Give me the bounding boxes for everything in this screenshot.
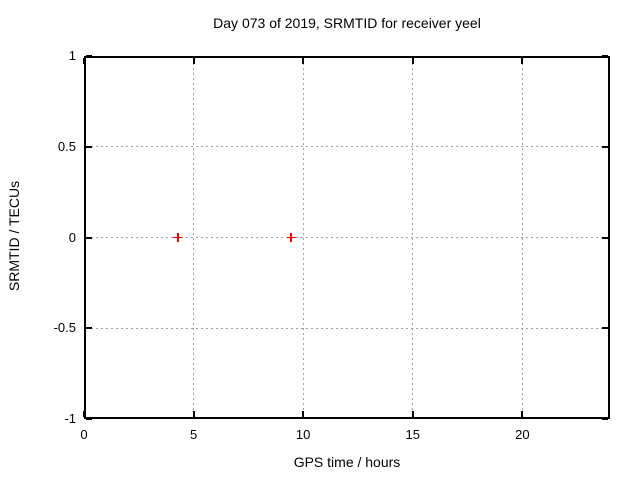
y-tick-label: 1 bbox=[68, 48, 76, 63]
x-tick-mark-top bbox=[302, 58, 305, 64]
y-tick-mark-right bbox=[602, 55, 608, 57]
x-tick-mark-bottom bbox=[521, 411, 524, 417]
y-tick-mark-left bbox=[86, 145, 92, 148]
data-point-marker bbox=[173, 233, 183, 242]
x-tick-mark-bottom bbox=[192, 411, 195, 417]
gridline-horizontal bbox=[86, 146, 608, 148]
x-tick-mark-bottom bbox=[302, 411, 305, 417]
x-tick-mark-bottom bbox=[83, 411, 85, 417]
x-tick-mark-top bbox=[411, 58, 414, 64]
y-tick-mark-right bbox=[602, 236, 608, 239]
x-axis-label: GPS time / hours bbox=[293, 454, 401, 470]
x-tick-label: 15 bbox=[405, 427, 420, 442]
data-point-marker bbox=[286, 233, 296, 242]
y-tick-mark-left bbox=[86, 236, 92, 239]
x-tick-mark-top bbox=[83, 58, 85, 64]
x-tick-label: 0 bbox=[80, 427, 88, 442]
y-tick-label: -1 bbox=[64, 411, 76, 426]
x-tick-mark-top bbox=[192, 58, 195, 64]
y-tick-mark-right bbox=[602, 418, 608, 420]
y-tick-mark-right bbox=[602, 327, 608, 330]
gridline-horizontal bbox=[86, 237, 608, 238]
y-tick-label: 0 bbox=[68, 229, 76, 245]
y-tick-mark-left bbox=[86, 55, 92, 57]
chart-title: Day 073 of 2019, SRMTID for receiver yee… bbox=[213, 15, 481, 31]
x-tick-mark-bottom bbox=[411, 411, 414, 417]
x-tick-label: 20 bbox=[515, 427, 530, 442]
gridline-horizontal bbox=[86, 327, 608, 329]
y-tick-label: -0.5 bbox=[53, 320, 76, 336]
y-tick-label: 0.5 bbox=[57, 138, 76, 154]
x-tick-label: 5 bbox=[189, 427, 198, 442]
y-tick-mark-right bbox=[602, 145, 608, 148]
x-tick-label: 10 bbox=[295, 427, 311, 442]
x-tick-mark-top bbox=[521, 58, 524, 64]
y-tick-mark-left bbox=[86, 327, 92, 330]
y-axis-label-text: SRMTID / TECUs bbox=[6, 180, 22, 292]
y-tick-mark-left bbox=[86, 418, 92, 420]
